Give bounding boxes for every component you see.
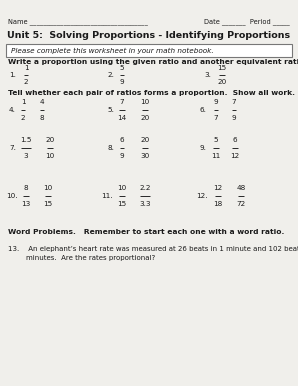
- Text: 5: 5: [120, 64, 124, 71]
- Text: 2.2: 2.2: [139, 186, 151, 191]
- Text: 8.: 8.: [107, 145, 114, 151]
- Text: 20: 20: [140, 115, 150, 120]
- Text: 3.: 3.: [204, 72, 211, 78]
- Text: 4: 4: [40, 100, 44, 105]
- Text: Date _______  Period _____: Date _______ Period _____: [204, 19, 290, 25]
- Text: 48: 48: [236, 186, 246, 191]
- Text: 10: 10: [140, 100, 150, 105]
- Text: 3: 3: [24, 152, 28, 159]
- Text: Name ___________________________________: Name ___________________________________: [8, 19, 148, 25]
- Text: 1: 1: [21, 100, 25, 105]
- Text: 6.: 6.: [200, 107, 207, 113]
- Text: 10.: 10.: [6, 193, 18, 199]
- Text: 15: 15: [217, 64, 226, 71]
- Text: 9.: 9.: [200, 145, 207, 151]
- Text: 12: 12: [213, 186, 223, 191]
- Text: 13.    An elephant’s heart rate was measured at 26 beats in 1 minute and 102 bea: 13. An elephant’s heart rate was measure…: [8, 246, 298, 252]
- Text: 14: 14: [117, 115, 127, 120]
- Text: 10: 10: [117, 186, 127, 191]
- Text: 7: 7: [214, 115, 218, 120]
- Text: 6: 6: [120, 137, 124, 144]
- FancyBboxPatch shape: [6, 44, 292, 57]
- Text: 7.: 7.: [9, 145, 16, 151]
- Text: 1.5: 1.5: [20, 137, 32, 144]
- Text: 15: 15: [44, 200, 53, 207]
- Text: 2: 2: [24, 80, 28, 86]
- Text: 6: 6: [233, 137, 237, 144]
- Text: 3.3: 3.3: [139, 200, 151, 207]
- Text: minutes.  Are the rates proportional?: minutes. Are the rates proportional?: [8, 255, 155, 261]
- Text: 10: 10: [44, 186, 53, 191]
- Text: 5: 5: [214, 137, 218, 144]
- Text: Write a proportion using the given ratio and another equivalent ratio.: Write a proportion using the given ratio…: [8, 59, 298, 65]
- Text: 15: 15: [117, 200, 127, 207]
- Text: 1.: 1.: [9, 72, 16, 78]
- Text: 9: 9: [232, 115, 236, 120]
- Text: 4.: 4.: [9, 107, 16, 113]
- Text: Tell whether each pair of ratios forms a proportion.  Show all work.: Tell whether each pair of ratios forms a…: [8, 90, 295, 96]
- Text: 11: 11: [211, 152, 221, 159]
- Text: Word Problems.   Remember to start each one with a word ratio.: Word Problems. Remember to start each on…: [8, 229, 284, 235]
- Text: 10: 10: [45, 152, 55, 159]
- Text: 72: 72: [236, 200, 246, 207]
- Text: 7: 7: [232, 100, 236, 105]
- Text: 12: 12: [230, 152, 240, 159]
- Text: 30: 30: [140, 152, 150, 159]
- Text: 9: 9: [120, 80, 124, 86]
- Text: 7: 7: [120, 100, 124, 105]
- Text: Please complete this worksheet in your math notebook.: Please complete this worksheet in your m…: [11, 47, 214, 54]
- Text: 13: 13: [21, 200, 31, 207]
- Text: 20: 20: [45, 137, 55, 144]
- Text: 20: 20: [217, 80, 226, 86]
- Text: 12.: 12.: [196, 193, 207, 199]
- Text: 11.: 11.: [101, 193, 113, 199]
- Text: 9: 9: [120, 152, 124, 159]
- Text: 18: 18: [213, 200, 223, 207]
- Text: 20: 20: [140, 137, 150, 144]
- Text: 8: 8: [24, 186, 28, 191]
- Text: 5.: 5.: [107, 107, 114, 113]
- Text: 1: 1: [24, 64, 28, 71]
- Text: 2.: 2.: [107, 72, 114, 78]
- Text: 9: 9: [214, 100, 218, 105]
- Text: 8: 8: [40, 115, 44, 120]
- Text: Unit 5:  Solving Proportions - Identifying Proportions: Unit 5: Solving Proportions - Identifyin…: [7, 32, 291, 41]
- Text: 2: 2: [21, 115, 25, 120]
